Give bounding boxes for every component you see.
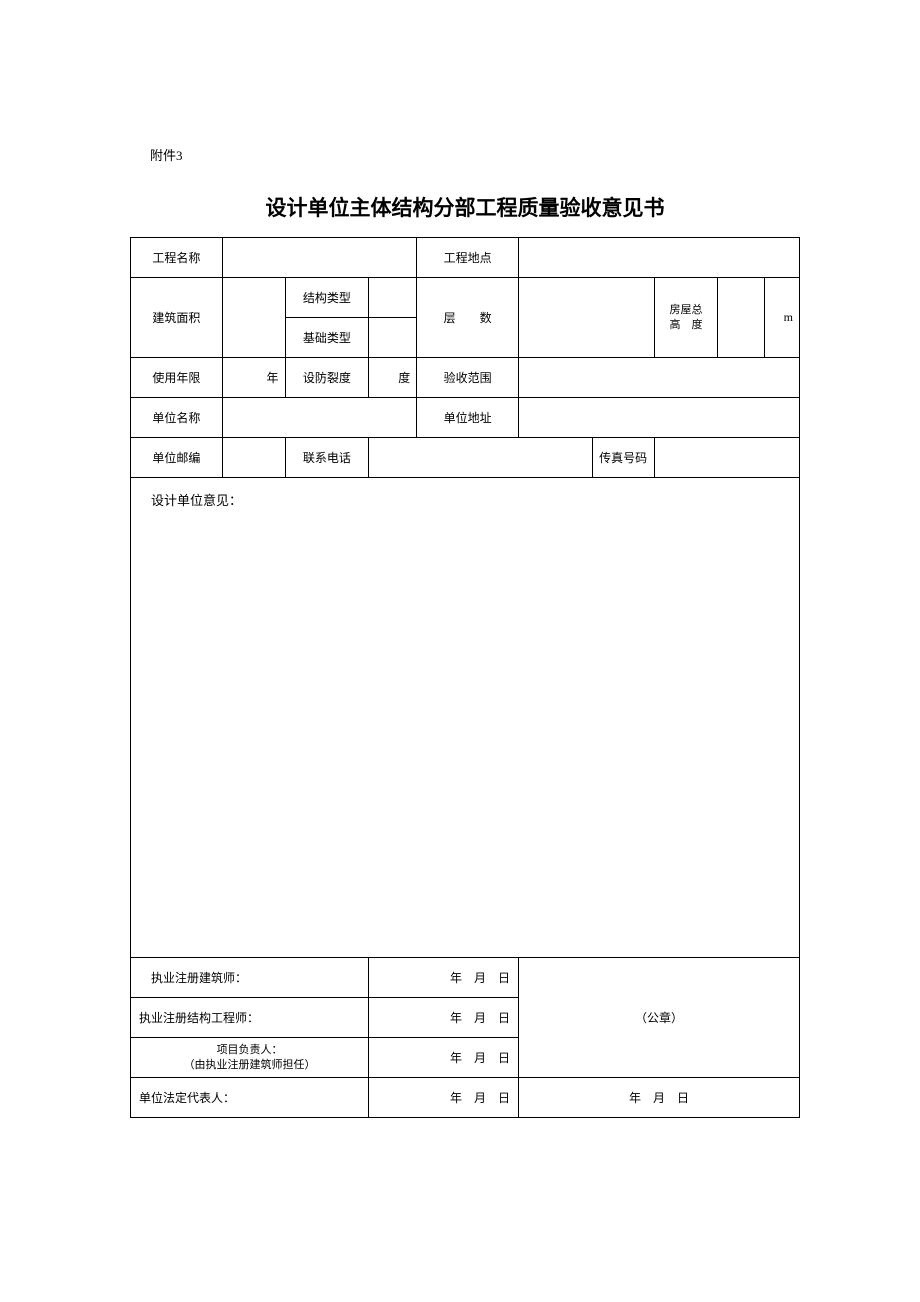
seal-area: （公章） — [518, 958, 799, 1078]
opinion-area[interactable]: 设计单位意见： — [131, 478, 800, 958]
label-project-name: 工程名称 — [131, 238, 223, 278]
label-unit-address: 单位地址 — [417, 398, 519, 438]
value-project-name[interactable] — [222, 238, 417, 278]
value-unit-postcode[interactable] — [222, 438, 285, 478]
date-seal[interactable]: 年 月 日 — [518, 1078, 799, 1118]
label-contact-phone: 联系电话 — [285, 438, 369, 478]
value-service-life[interactable]: 年 — [222, 358, 285, 398]
value-building-height[interactable] — [718, 278, 765, 358]
date-project-leader[interactable]: 年 月 日 — [369, 1038, 519, 1078]
label-structural-engineer: 执业注册结构工程师： — [131, 998, 369, 1038]
opinion-label: 设计单位意见： — [151, 493, 242, 508]
value-acceptance-scope[interactable] — [518, 358, 799, 398]
document-title: 设计单位主体结构分部工程质量验收意见书 — [130, 192, 800, 222]
value-foundation-type[interactable] — [369, 318, 417, 358]
label-building-area: 建筑面积 — [131, 278, 223, 358]
label-legal-rep: 单位法定代表人： — [131, 1078, 369, 1118]
label-unit-name: 单位名称 — [131, 398, 223, 438]
value-contact-phone[interactable] — [369, 438, 592, 478]
date-legal-rep[interactable]: 年 月 日 — [369, 1078, 519, 1118]
date-structural-engineer[interactable]: 年 月 日 — [369, 998, 519, 1038]
label-unit-postcode: 单位邮编 — [131, 438, 223, 478]
label-floors: 层 数 — [417, 278, 519, 358]
label-project-leader: 项目负责人：（由执业注册建筑师担任） — [131, 1038, 369, 1078]
form-table: 工程名称 工程地点 建筑面积 结构类型 层 数 房屋总高 度 m 基础类型 使用… — [130, 237, 800, 1118]
date-architect[interactable]: 年 月 日 — [369, 958, 519, 998]
value-fax-number[interactable] — [654, 438, 799, 478]
label-height-unit: m — [765, 278, 800, 358]
label-acceptance-scope: 验收范围 — [417, 358, 519, 398]
label-architect: 执业注册建筑师： — [131, 958, 369, 998]
value-building-area[interactable] — [222, 278, 285, 358]
label-seismic-intensity: 设防裂度 — [285, 358, 369, 398]
attachment-label: 附件3 — [150, 145, 800, 164]
value-seismic-intensity[interactable]: 度 — [369, 358, 417, 398]
label-fax-number: 传真号码 — [592, 438, 654, 478]
label-foundation-type: 基础类型 — [285, 318, 369, 358]
label-building-height: 房屋总高 度 — [654, 278, 718, 358]
value-project-location[interactable] — [518, 238, 799, 278]
value-unit-address[interactable] — [518, 398, 799, 438]
label-project-location: 工程地点 — [417, 238, 519, 278]
label-service-life: 使用年限 — [131, 358, 223, 398]
value-structure-type[interactable] — [369, 278, 417, 318]
label-structure-type: 结构类型 — [285, 278, 369, 318]
value-floors[interactable] — [518, 278, 654, 358]
value-unit-name[interactable] — [222, 398, 417, 438]
